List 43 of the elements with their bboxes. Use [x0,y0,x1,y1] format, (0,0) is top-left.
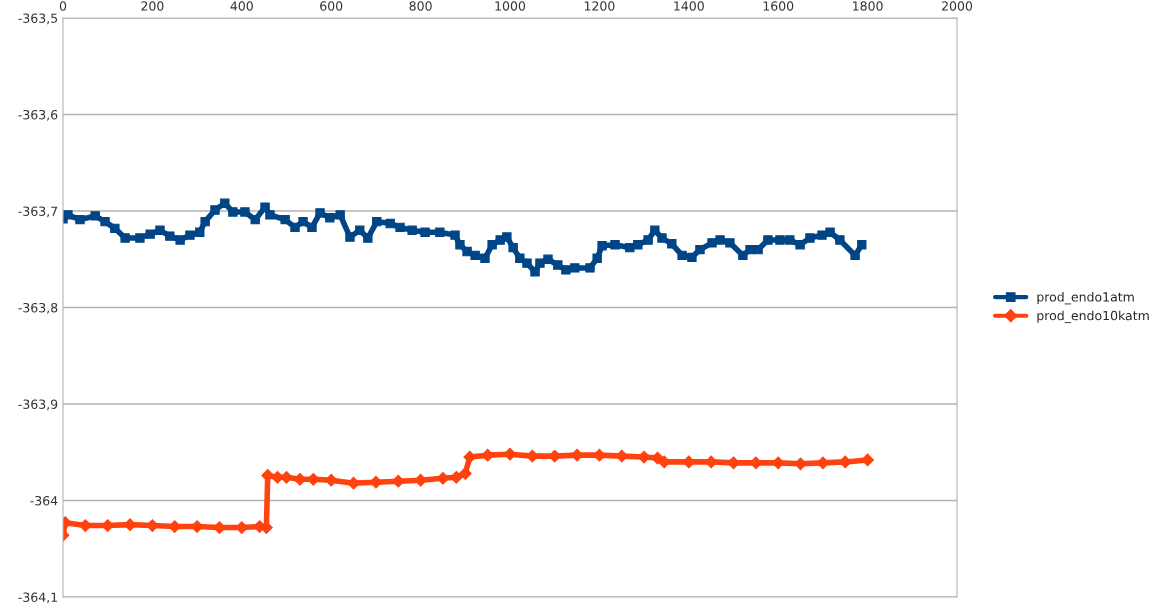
y-tick-label: -364,1 [18,592,57,603]
point [637,450,651,464]
point [78,519,92,532]
y-tick-label: -364 [30,495,58,506]
point [414,473,428,487]
point [458,467,472,480]
point [280,470,293,484]
point [463,450,477,464]
y-tick-label: -363,7 [18,206,58,218]
legend-label: prod_endo10katm [1037,310,1149,324]
point [261,469,275,482]
point [615,449,629,463]
x-tick-label: 600 [320,1,343,11]
x-tick-label: 200 [141,1,164,11]
point [503,447,517,461]
x-tick-label: 1000 [495,1,526,11]
point [794,457,807,471]
point [704,455,718,469]
x-tick-label: 1800 [853,1,883,11]
x-tick-label: 0 [59,1,67,11]
point [651,451,664,465]
point [816,456,830,470]
y-tick-label: -363,9 [18,399,58,411]
point [861,453,875,467]
x-tick-label: 2000 [942,1,973,11]
point [481,448,495,462]
y-tick-label: -363,6 [18,109,58,121]
point [525,449,539,463]
y-tick-label: -363,8 [18,302,58,314]
point [727,456,740,470]
x-tick-label: 1400 [674,1,704,11]
x-tick-label: 1200 [584,1,615,11]
point [436,471,450,485]
x-tick-label: 1600 [763,1,794,11]
point [324,473,338,487]
point [347,476,360,490]
x-tick-label: 800 [409,1,432,11]
point [570,448,584,462]
legend-label: prod_endo1atm [1037,291,1134,305]
y-tick-label: -363,5 [18,13,58,25]
point [657,455,671,469]
x-tick-label: 400 [230,1,253,11]
point [369,475,383,489]
